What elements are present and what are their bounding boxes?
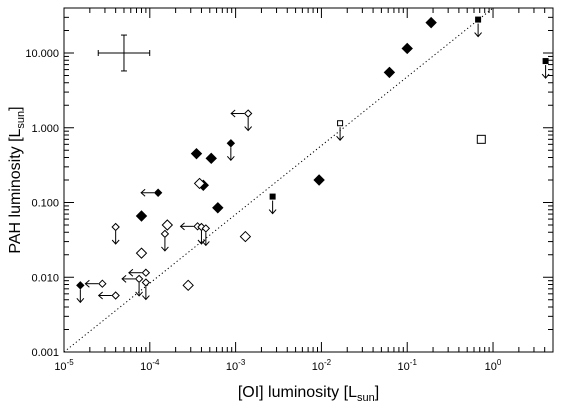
y-axis-label-subscript: sun (15, 111, 27, 129)
data-point-filled-diamond (135, 210, 148, 222)
x-tick-label: 10-1 (398, 358, 418, 373)
upper-limit-arrow-head (244, 126, 253, 132)
data-point-filled-diamond (190, 147, 203, 160)
y-axis-label-main: PAH luminosity [L (7, 128, 24, 253)
upper-limit-arrow-head (197, 239, 206, 245)
y-axis-label-close: ] (7, 106, 24, 110)
data-point-filled-diamond (313, 174, 325, 186)
data-point-open-diamond (111, 291, 120, 300)
upper-limit-arrow-head (161, 246, 169, 252)
left-limit-arrow-head (230, 109, 236, 118)
y-tick-label: 10.000 (25, 48, 59, 60)
data-point-filled-diamond (425, 16, 437, 29)
x-tick-label: 10-3 (226, 358, 246, 373)
x-axis-label-close: ] (375, 384, 379, 401)
x-axis-label-main: [OI] luminosity [L (238, 384, 357, 401)
left-limit-arrow-head (84, 279, 90, 288)
axes: 10-5 10-4 10-3 10-2 10-1 1000.0010.0100.1001.… (25, 7, 554, 373)
left-limit-arrow-head (97, 291, 103, 300)
data-point-open-diamond (239, 230, 252, 243)
data-point-filled-square (542, 58, 549, 65)
data-point-filled-diamond (76, 281, 85, 290)
upper-limit-arrow-head (76, 297, 85, 304)
data-point-open-diamond (141, 278, 151, 287)
upper-limit-arrow-head (111, 239, 120, 245)
x-tick-label-exponent: -1 (410, 358, 418, 367)
x-tick-label: 10-5 (54, 358, 74, 373)
x-tick-label-exponent: -4 (152, 358, 160, 367)
y-tick-label: 0.010 (31, 272, 59, 284)
upper-limit-arrow-head (135, 291, 143, 297)
y-tick-label: 0.100 (31, 198, 59, 210)
data-point-open-diamond (201, 224, 211, 233)
x-tick-label-base: 10 (398, 361, 410, 373)
x-axis-label: [OI] luminosity [Lsun] (238, 384, 379, 402)
left-limit-arrow-head (121, 275, 127, 283)
upper-limit-arrow-head (474, 32, 482, 38)
plot-area (63, 7, 550, 353)
data-point-filled-diamond (383, 66, 396, 79)
data-point-open-diamond (160, 229, 170, 239)
data-point-open-diamond (135, 247, 148, 259)
upper-limit-arrow-head (336, 135, 344, 141)
x-tick-label: 100 (485, 358, 502, 373)
data-point-filled-diamond (401, 42, 413, 55)
data-point-open-diamond (98, 279, 107, 288)
x-tick-label-base: 10 (226, 361, 238, 373)
left-limit-arrow-head (128, 268, 134, 277)
y-axis-label: PAH luminosity [Lsun] (7, 106, 27, 253)
x-tick-label-base: 10 (140, 361, 152, 373)
x-tick-label: 10-2 (312, 358, 332, 373)
left-limit-arrow-head (179, 222, 185, 231)
x-tick-label-base: 10 (54, 361, 66, 373)
y-tick-label: 1.000 (31, 123, 59, 135)
x-tick-label: 10-4 (140, 358, 160, 373)
x-tick-label-exponent: 0 (497, 358, 502, 367)
data-point-filled-diamond (226, 139, 236, 148)
data-point-open-diamond (193, 177, 206, 190)
left-limit-arrow-head (140, 188, 146, 197)
upper-limit-arrow-head (142, 295, 150, 301)
x-tick-label-exponent: -5 (67, 358, 75, 367)
data-point-open-diamond (141, 268, 151, 277)
upper-limit-arrow-head (201, 241, 210, 247)
data-point-filled-diamond (205, 152, 217, 165)
data-point-open-diamond (111, 222, 120, 232)
data-point-filled-square (475, 16, 482, 23)
data-point-open-diamond (243, 109, 253, 118)
x-tick-label-exponent: -3 (238, 358, 246, 367)
x-tick-label-exponent: -2 (324, 358, 332, 367)
upper-limit-arrow-head (226, 155, 235, 162)
data-point-open-diamond (182, 279, 194, 292)
data-point-filled-diamond (212, 202, 224, 214)
data-point-filled-diamond (153, 188, 163, 197)
x-axis-label-subscript: sun (357, 392, 375, 402)
upper-limit-arrow-head (541, 73, 550, 79)
upper-limit-arrow-head (268, 209, 277, 215)
y-tick-label: 0.001 (31, 347, 59, 359)
data-point-open-square (476, 134, 486, 144)
data-point-open-diamond (161, 219, 174, 231)
one-to-one-reference-line (63, 7, 494, 353)
x-tick-label-base: 10 (312, 361, 324, 373)
data-point-open-diamond (134, 274, 144, 284)
data-point-open-square (337, 120, 344, 127)
x-tick-label-base: 10 (485, 361, 497, 373)
data-point-filled-square (269, 193, 276, 200)
